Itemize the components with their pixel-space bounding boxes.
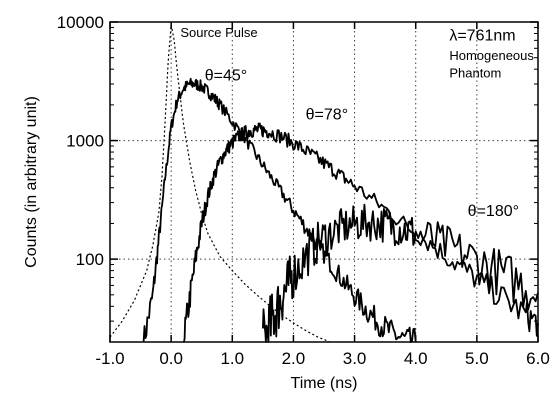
axis-ticks — [109, 21, 539, 342]
y-axis-title: Counts (in arbitrary unit) — [23, 96, 40, 268]
series-line-2 — [183, 122, 539, 343]
x-tick-label-3: 2.0 — [282, 349, 306, 368]
y-tick-label-2: 10000 — [57, 13, 104, 32]
annotation-0: Source Pulse — [180, 25, 257, 40]
x-tick-label-6: 5.0 — [465, 349, 489, 368]
y-tick-labels: 100 1000 10000 — [57, 13, 104, 269]
x-tick-labels: -1.0 0.0 1.0 2.0 3.0 4.0 5.0 6.0 — [95, 349, 549, 368]
x-tick-label-0: -1.0 — [95, 349, 124, 368]
plot-frame — [109, 21, 539, 343]
annotation-1: λ=761nm — [449, 27, 515, 44]
series-line-0 — [109, 24, 331, 343]
annotation-4: θ=45° — [205, 68, 247, 85]
series-group — [109, 24, 539, 343]
x-tick-label-7: 6.0 — [526, 349, 550, 368]
annotation-6: θ=180° — [468, 203, 519, 220]
annotation-3: Phantom — [449, 66, 501, 81]
y-tick-label-0: 100 — [76, 250, 104, 269]
series-line-1 — [142, 77, 417, 343]
series-line-3 — [262, 203, 539, 343]
annotations: Source Pulse λ=761nm Homogeneous Phantom θ=4… — [180, 25, 534, 220]
annotation-2: Homogeneous — [449, 48, 534, 63]
x-tick-label-5: 4.0 — [404, 349, 428, 368]
y-tick-label-1: 1000 — [66, 132, 104, 151]
x-axis-title: Time (ns) — [291, 375, 358, 392]
x-tick-label-4: 3.0 — [343, 349, 367, 368]
annotation-5: θ=78° — [306, 107, 348, 124]
x-tick-label-1: 0.0 — [159, 349, 183, 368]
x-tick-label-2: 1.0 — [220, 349, 244, 368]
